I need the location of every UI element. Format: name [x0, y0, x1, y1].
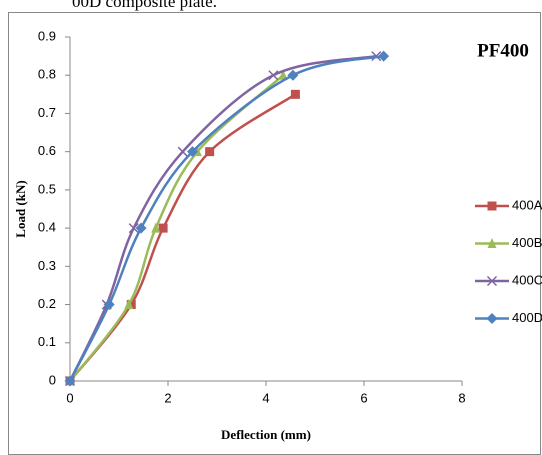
legend-label: 400C	[512, 272, 542, 287]
data-point	[205, 147, 215, 157]
x-tick-label: 0	[66, 390, 73, 405]
data-point	[177, 146, 188, 157]
data-point	[124, 299, 134, 310]
data-point	[103, 299, 115, 311]
data-point	[268, 70, 279, 81]
x-tick-label: 4	[262, 390, 269, 405]
legend-marker	[486, 313, 498, 324]
y-tick-label: 0.3	[38, 258, 56, 273]
data-point	[158, 223, 168, 233]
y-tick-label: 0	[49, 372, 56, 387]
legend-marker	[486, 275, 498, 287]
data-point	[128, 223, 139, 234]
x-axis-title: Deflection (mm)	[221, 427, 311, 442]
chart-title: PF400	[477, 40, 529, 61]
x-tick-label: 8	[458, 390, 465, 405]
data-point	[278, 69, 288, 80]
y-tick-label: 0.5	[38, 181, 56, 196]
data-point	[287, 69, 299, 81]
legend-label: 400D	[512, 310, 542, 325]
y-tick-label: 0.2	[38, 296, 56, 311]
data-point	[64, 375, 76, 387]
data-point	[151, 222, 161, 233]
legend-label: 400B	[512, 235, 542, 250]
x-tick-label: 2	[164, 390, 171, 405]
caption: 00D composite plate.	[72, 0, 217, 11]
y-tick-label: 0.9	[38, 28, 56, 43]
series-line	[68, 54, 377, 382]
legend-marker	[487, 238, 497, 248]
legend-marker	[487, 201, 497, 211]
series-line	[68, 54, 384, 382]
x-tick-label: 6	[360, 390, 367, 405]
y-tick-label: 0.1	[38, 334, 56, 349]
y-axis-title: Load (kN)	[13, 180, 28, 237]
y-tick-label: 0.7	[38, 105, 56, 120]
y-tick-label: 0.8	[38, 67, 56, 82]
data-point	[378, 50, 390, 62]
data-point	[135, 222, 147, 234]
data-point	[187, 146, 198, 158]
data-point	[290, 89, 300, 99]
y-tick-label: 0.6	[38, 143, 56, 158]
chart-frame	[8, 12, 541, 455]
y-tick-label: 0.4	[38, 220, 56, 235]
legend-label: 400A	[512, 197, 542, 212]
